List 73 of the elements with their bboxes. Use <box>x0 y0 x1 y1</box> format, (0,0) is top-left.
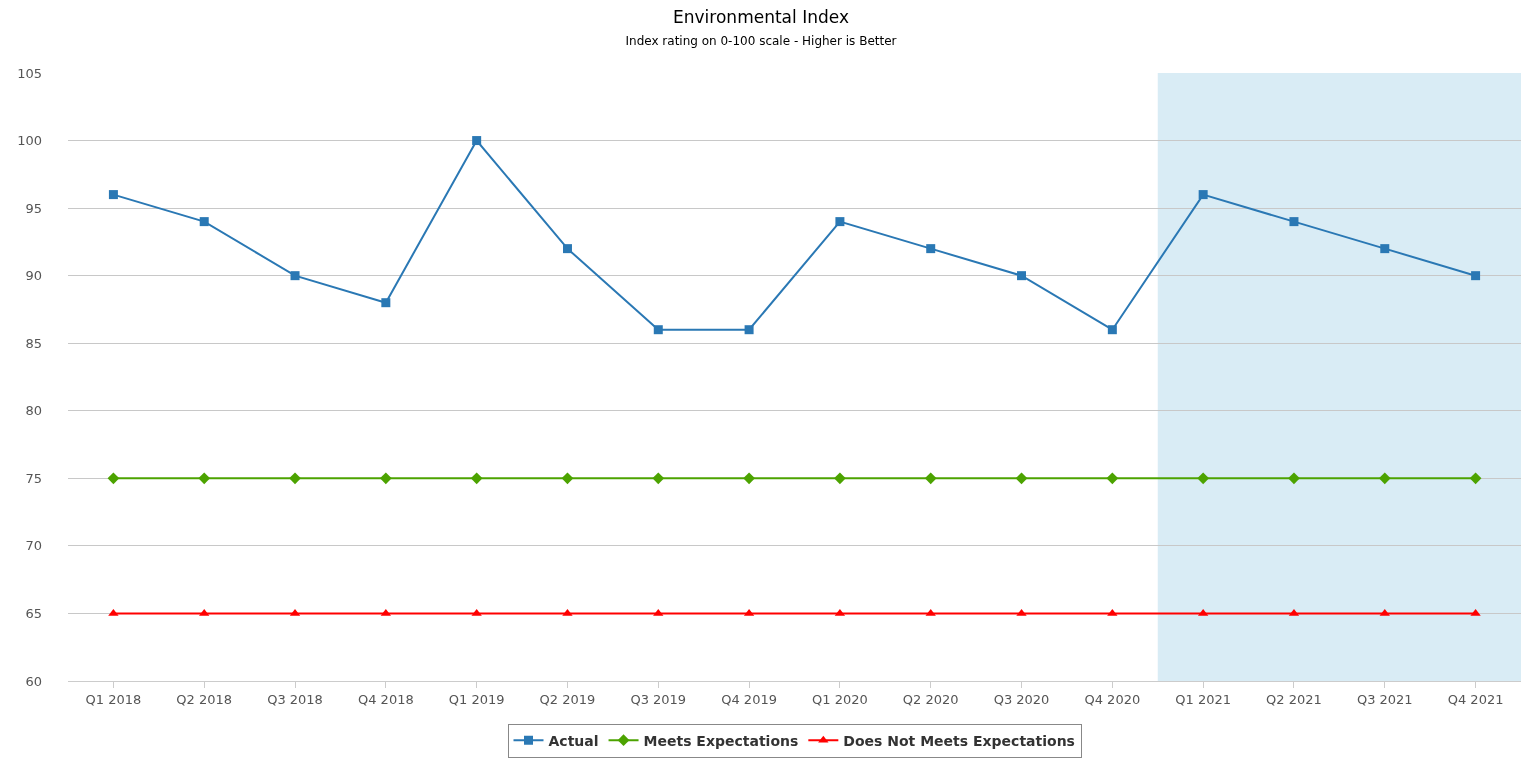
point <box>1015 472 1028 485</box>
point <box>925 608 936 616</box>
point <box>653 325 663 335</box>
y-tick-label: 105 <box>17 65 42 81</box>
y-tick-label: 60 <box>25 673 42 689</box>
x-tick-label: Q2 2021 <box>1266 691 1322 707</box>
point <box>1470 608 1481 616</box>
point <box>924 472 937 485</box>
y-tick-label: 85 <box>25 335 42 351</box>
x-tick-label: Q2 2018 <box>176 691 233 707</box>
point <box>562 608 573 616</box>
point <box>107 472 120 485</box>
x-tick-label: Q1 2020 <box>812 691 868 707</box>
point <box>1469 472 1482 485</box>
x-tick-label: Q1 2018 <box>85 691 142 707</box>
legend-label: Meets Expectations <box>643 732 799 749</box>
y-tick-label: 90 <box>25 268 42 284</box>
legend-label: Does Not Meets Expectations <box>843 732 1075 749</box>
point <box>199 217 209 227</box>
point <box>1288 472 1300 485</box>
x-tick-label: Q4 2019 <box>721 691 777 707</box>
chart-title: Environmental Index <box>673 7 849 28</box>
point <box>1106 472 1119 485</box>
point <box>1107 608 1118 616</box>
x-tick-label: Q2 2019 <box>539 691 596 707</box>
point <box>381 298 391 308</box>
point <box>290 271 300 281</box>
point <box>289 472 301 485</box>
point <box>1107 325 1117 335</box>
point <box>743 472 755 485</box>
point <box>1380 244 1390 254</box>
point <box>1289 217 1299 227</box>
y-tick-label: 75 <box>25 470 42 486</box>
point <box>562 244 572 254</box>
point <box>108 608 119 616</box>
x-tick-label: Q4 2018 <box>357 691 414 707</box>
legend-label: Actual <box>548 732 599 749</box>
point <box>1471 271 1481 281</box>
x-tick-label: Q3 2018 <box>267 691 323 707</box>
point <box>834 472 846 485</box>
point <box>1198 190 1208 200</box>
x-tick-label: Q4 2021 <box>1447 691 1504 707</box>
chart-subtitle: Index rating on 0-100 scale - Higher is Better <box>625 34 897 49</box>
x-tick-label: Q1 2021 <box>1175 691 1232 707</box>
y-tick-label: 65 <box>25 605 42 621</box>
y-tick-label: 100 <box>17 133 42 149</box>
x-tick-label: Q3 2021 <box>1356 691 1413 707</box>
point <box>198 472 211 485</box>
x-tick-label: Q2 2020 <box>902 691 959 707</box>
point <box>653 608 664 616</box>
point <box>561 472 574 485</box>
point <box>926 244 936 254</box>
y-tick-label: 95 <box>25 200 42 216</box>
x-tick-label: Q3 2020 <box>993 691 1050 707</box>
x-tick-label: Q3 2019 <box>630 691 687 707</box>
y-tick-label: 70 <box>25 538 42 554</box>
point <box>1197 472 1210 485</box>
point <box>379 472 392 485</box>
point <box>472 136 482 146</box>
point <box>1378 472 1391 485</box>
point <box>199 608 210 616</box>
point <box>470 472 483 485</box>
point <box>835 217 845 227</box>
point <box>744 325 754 335</box>
point <box>1017 271 1027 281</box>
x-tick-label: Q4 2020 <box>1084 691 1141 707</box>
point <box>471 608 482 616</box>
point <box>1016 608 1027 616</box>
point <box>108 190 118 200</box>
point <box>652 472 665 485</box>
point <box>1379 608 1390 616</box>
y-tick-label: 80 <box>25 403 42 419</box>
x-tick-label: Q1 2019 <box>448 691 505 707</box>
